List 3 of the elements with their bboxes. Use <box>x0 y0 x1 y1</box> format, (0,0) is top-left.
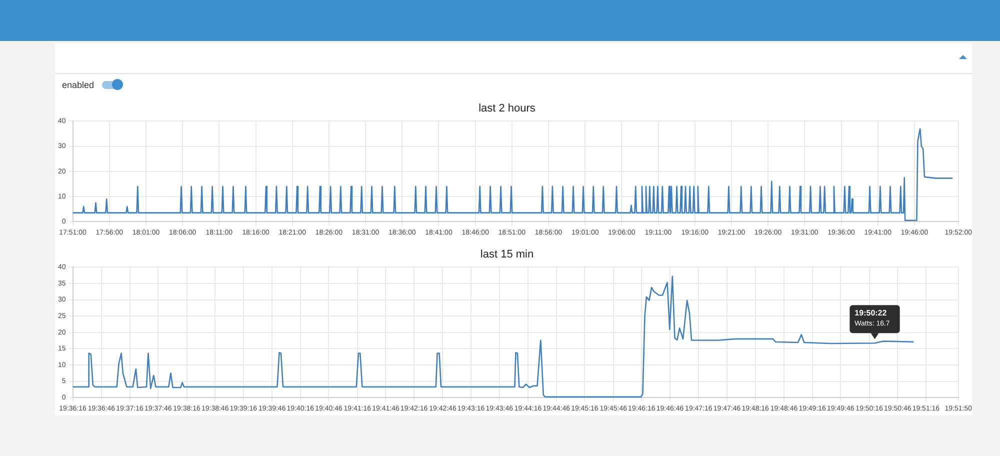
chart-title: last 2 hours <box>478 102 536 115</box>
text: enabled <box>62 80 94 90</box>
chart-title: last 15 min <box>480 248 534 261</box>
